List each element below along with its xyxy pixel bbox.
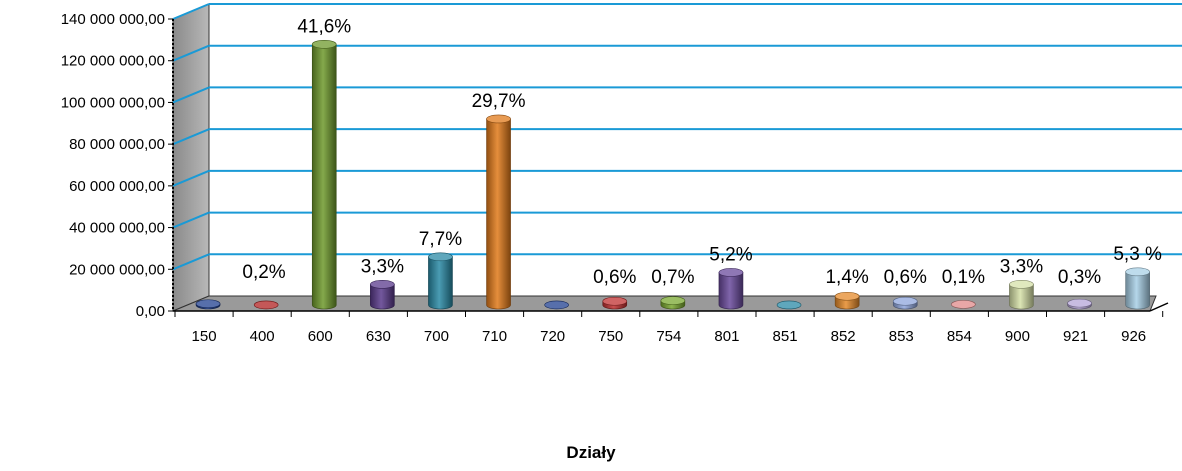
y-tick-label: 20 000 000,00 (69, 261, 165, 278)
bar (602, 296, 628, 310)
y-tick-label: 60 000 000,00 (69, 178, 165, 195)
data-label: 0,6% (884, 267, 927, 288)
bar-body (486, 118, 511, 310)
x-tick-label: 854 (947, 328, 972, 345)
x-tick-label: 926 (1121, 328, 1146, 345)
data-label: 29,7% (472, 91, 526, 112)
bar-top (1125, 267, 1150, 277)
x-axis-title: Działy (566, 443, 616, 462)
x-tick-label: 720 (540, 328, 565, 345)
bar (311, 39, 337, 310)
gridline-depth (172, 211, 210, 229)
data-label: 1,4% (825, 267, 868, 288)
data-label: 7,7% (419, 229, 462, 250)
data-label: 0,7% (651, 267, 694, 288)
bar (1125, 267, 1150, 310)
data-label: 41,6% (297, 16, 351, 37)
bar-body (718, 272, 744, 310)
bar (718, 268, 744, 310)
bar-top (486, 114, 511, 124)
data-label: 3,3% (361, 256, 404, 277)
y-tick-label: 120 000 000,00 (61, 53, 165, 70)
x-tick-label: 150 (192, 328, 217, 345)
bar (951, 300, 976, 309)
bar-top (195, 299, 221, 309)
bar-top (951, 300, 976, 309)
gridline-depth (172, 128, 210, 146)
bar-body (1009, 284, 1034, 310)
side-wall (172, 3, 210, 312)
bar-top (253, 300, 279, 310)
gridline-depth (172, 253, 210, 271)
y-tick-label: 0,00 (136, 303, 165, 320)
bar-top (834, 291, 860, 301)
bar-top (370, 280, 395, 289)
bar (1009, 280, 1034, 310)
bar-body (370, 284, 395, 310)
bar (370, 280, 395, 310)
x-tick-label: 900 (1005, 328, 1030, 345)
bar-top (892, 296, 918, 306)
bar-top (718, 268, 744, 277)
y-tick-label: 80 000 000,00 (69, 136, 165, 153)
bar-top (660, 296, 686, 305)
bar-top (602, 296, 628, 306)
gridline-depth (172, 3, 210, 20)
bar (834, 291, 860, 310)
bar-top (776, 300, 802, 310)
x-axis-edge (1149, 302, 1169, 312)
x-tick-label: 750 (598, 328, 623, 345)
gridline-depth (172, 44, 210, 62)
y-tick-label: 40 000 000,00 (69, 220, 165, 237)
bar (892, 296, 918, 310)
x-tick-label: 400 (250, 328, 275, 345)
x-tick-label: 851 (773, 328, 798, 345)
x-tick-label: 600 (308, 328, 333, 345)
bar (1067, 298, 1092, 310)
x-tick-label: 852 (831, 328, 856, 345)
bar-top (1009, 280, 1034, 289)
gridline-depth (172, 169, 210, 187)
bar (253, 300, 279, 310)
bar-top (1067, 298, 1092, 308)
x-tick-label: 921 (1063, 328, 1088, 345)
gridline-depth (172, 86, 210, 104)
bar-top (544, 300, 569, 310)
y-tick-label: 140 000 000,00 (61, 11, 165, 28)
data-label: 5,3 % (1113, 244, 1162, 265)
x-tick-label: 710 (482, 328, 507, 345)
bar-body (311, 43, 337, 310)
bar (544, 300, 569, 310)
data-label: 3,3% (1000, 256, 1043, 277)
bar (660, 296, 686, 310)
data-label: 0,2% (242, 262, 285, 283)
data-label: 5,2% (709, 244, 752, 265)
x-tick-label: 630 (366, 328, 391, 345)
x-tick-label: 801 (714, 328, 739, 345)
bar-top (428, 252, 453, 262)
x-tick-label: 700 (424, 328, 449, 345)
bar (776, 300, 802, 310)
data-label: 0,1% (942, 267, 985, 288)
bar (428, 252, 453, 310)
bar-top (311, 39, 337, 49)
data-label: 0,3% (1058, 267, 1101, 288)
bar-body (428, 256, 453, 310)
x-tick-label: 853 (889, 328, 914, 345)
data-label: 0,6% (593, 267, 636, 288)
y-tick-label: 100 000 000,00 (61, 94, 165, 111)
x-tick-label: 754 (656, 328, 681, 345)
bar-body (1125, 271, 1150, 310)
bar (195, 299, 221, 310)
bar (486, 114, 511, 310)
